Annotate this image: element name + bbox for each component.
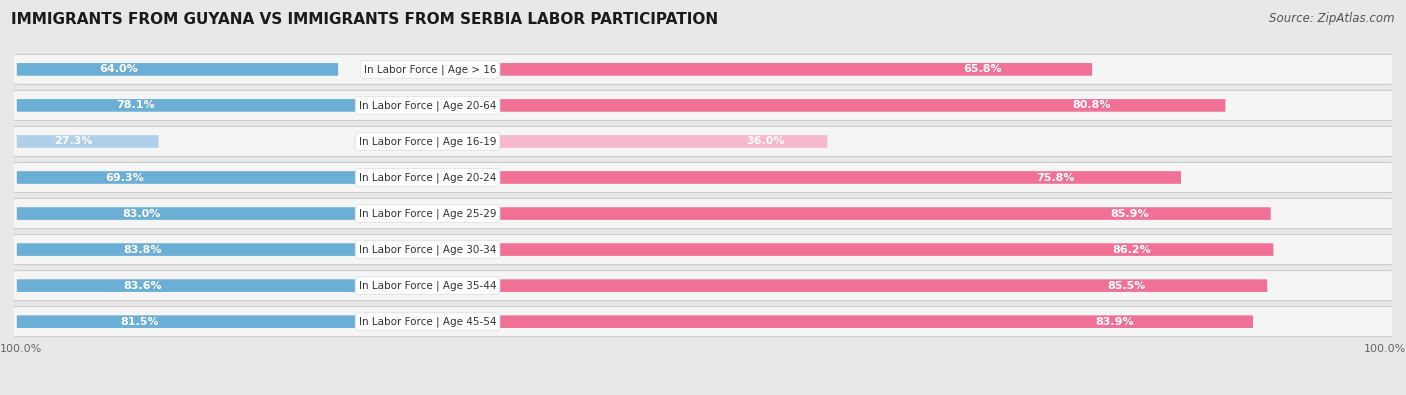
Text: In Labor Force | Age 25-29: In Labor Force | Age 25-29	[359, 208, 496, 219]
Text: In Labor Force | Age > 16: In Labor Force | Age > 16	[364, 64, 496, 75]
FancyBboxPatch shape	[499, 171, 1181, 184]
FancyBboxPatch shape	[499, 207, 1271, 220]
FancyBboxPatch shape	[10, 54, 1396, 85]
FancyBboxPatch shape	[17, 279, 434, 292]
Text: 64.0%: 64.0%	[100, 64, 138, 74]
Text: 65.8%: 65.8%	[963, 64, 1002, 74]
Text: 80.8%: 80.8%	[1073, 100, 1111, 111]
Text: 78.1%: 78.1%	[117, 100, 155, 111]
FancyBboxPatch shape	[17, 207, 432, 220]
FancyBboxPatch shape	[17, 315, 423, 328]
Text: 83.6%: 83.6%	[124, 280, 162, 291]
FancyBboxPatch shape	[499, 243, 1274, 256]
FancyBboxPatch shape	[10, 162, 1396, 193]
Text: 69.3%: 69.3%	[105, 173, 145, 182]
FancyBboxPatch shape	[10, 90, 1396, 120]
FancyBboxPatch shape	[10, 307, 1396, 337]
Legend: Immigrants from Guyana, Immigrants from Serbia: Immigrants from Guyana, Immigrants from …	[515, 391, 891, 395]
FancyBboxPatch shape	[10, 271, 1396, 301]
FancyBboxPatch shape	[10, 198, 1396, 229]
FancyBboxPatch shape	[17, 135, 159, 148]
FancyBboxPatch shape	[499, 135, 827, 148]
FancyBboxPatch shape	[17, 63, 337, 76]
FancyBboxPatch shape	[10, 235, 1396, 265]
Text: 83.0%: 83.0%	[122, 209, 160, 218]
Text: In Labor Force | Age 35-44: In Labor Force | Age 35-44	[359, 280, 496, 291]
FancyBboxPatch shape	[499, 315, 1253, 328]
Text: 83.9%: 83.9%	[1095, 317, 1135, 327]
FancyBboxPatch shape	[499, 279, 1267, 292]
Text: In Labor Force | Age 45-54: In Labor Force | Age 45-54	[359, 316, 496, 327]
Text: 83.8%: 83.8%	[124, 245, 162, 255]
Text: Source: ZipAtlas.com: Source: ZipAtlas.com	[1270, 12, 1395, 25]
Text: 85.5%: 85.5%	[1107, 280, 1146, 291]
Text: 36.0%: 36.0%	[747, 136, 785, 147]
FancyBboxPatch shape	[17, 99, 408, 112]
Text: In Labor Force | Age 20-24: In Labor Force | Age 20-24	[359, 172, 496, 183]
FancyBboxPatch shape	[499, 63, 1092, 76]
Text: 86.2%: 86.2%	[1112, 245, 1150, 255]
Text: 27.3%: 27.3%	[55, 136, 93, 147]
FancyBboxPatch shape	[17, 171, 364, 184]
FancyBboxPatch shape	[17, 243, 434, 256]
Text: In Labor Force | Age 16-19: In Labor Force | Age 16-19	[359, 136, 496, 147]
Text: In Labor Force | Age 30-34: In Labor Force | Age 30-34	[359, 245, 496, 255]
FancyBboxPatch shape	[499, 99, 1226, 112]
Text: 85.9%: 85.9%	[1109, 209, 1149, 218]
Text: In Labor Force | Age 20-64: In Labor Force | Age 20-64	[359, 100, 496, 111]
Text: IMMIGRANTS FROM GUYANA VS IMMIGRANTS FROM SERBIA LABOR PARTICIPATION: IMMIGRANTS FROM GUYANA VS IMMIGRANTS FRO…	[11, 12, 718, 27]
Text: 81.5%: 81.5%	[121, 317, 159, 327]
FancyBboxPatch shape	[10, 126, 1396, 156]
Text: 75.8%: 75.8%	[1036, 173, 1074, 182]
